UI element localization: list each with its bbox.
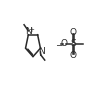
Text: O: O [70, 51, 77, 60]
Text: S: S [70, 39, 76, 48]
Text: N: N [38, 47, 44, 56]
Text: O: O [61, 39, 68, 48]
Text: $-$: $-$ [55, 39, 64, 48]
Text: +: + [28, 27, 34, 33]
Text: N: N [25, 27, 32, 36]
Text: O: O [70, 28, 77, 37]
